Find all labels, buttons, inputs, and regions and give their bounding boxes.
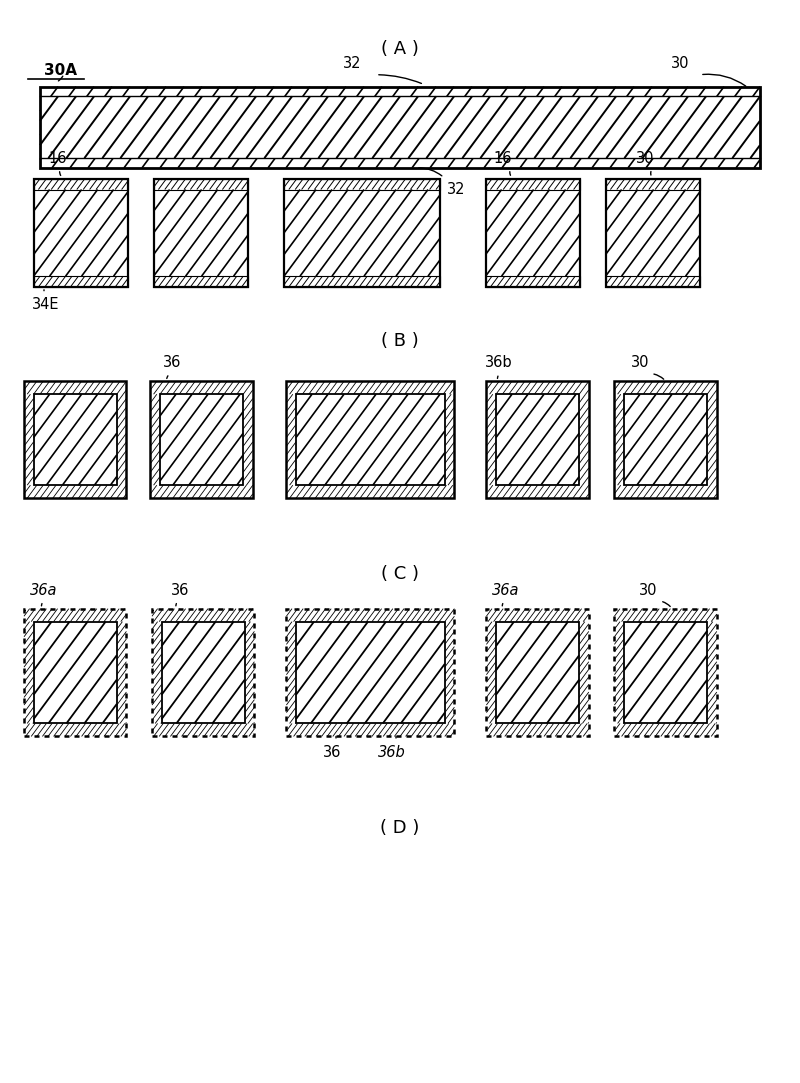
Bar bbox=[154, 179, 248, 287]
Bar bbox=[154, 276, 248, 287]
Text: 16: 16 bbox=[493, 151, 512, 166]
Bar bbox=[296, 622, 445, 723]
Bar bbox=[606, 179, 700, 190]
Bar bbox=[34, 394, 117, 485]
Bar bbox=[284, 179, 440, 287]
Bar bbox=[624, 394, 707, 485]
Bar bbox=[624, 622, 707, 723]
Bar bbox=[154, 179, 248, 190]
Text: 30: 30 bbox=[636, 151, 654, 166]
Bar bbox=[34, 179, 128, 287]
Text: 34E: 34E bbox=[32, 297, 59, 312]
Bar bbox=[296, 394, 445, 485]
Bar bbox=[496, 394, 579, 485]
Text: 36: 36 bbox=[323, 745, 341, 760]
Bar bbox=[34, 179, 128, 190]
Bar bbox=[486, 609, 589, 736]
Text: 36: 36 bbox=[163, 355, 181, 370]
Bar bbox=[40, 87, 760, 168]
Bar bbox=[40, 87, 760, 168]
Bar bbox=[614, 381, 717, 498]
Bar bbox=[286, 381, 454, 498]
Bar bbox=[486, 276, 580, 287]
Text: 36a: 36a bbox=[30, 583, 58, 598]
Text: 30: 30 bbox=[638, 583, 658, 598]
Bar bbox=[496, 622, 579, 723]
Bar bbox=[614, 609, 717, 736]
Bar bbox=[150, 381, 253, 498]
Bar bbox=[614, 381, 717, 498]
Bar bbox=[150, 381, 253, 498]
Bar bbox=[286, 609, 454, 736]
Bar bbox=[284, 179, 440, 287]
Text: ( B ): ( B ) bbox=[381, 332, 419, 350]
Text: ( A ): ( A ) bbox=[381, 40, 419, 57]
Bar bbox=[486, 381, 589, 498]
Bar bbox=[284, 276, 440, 287]
Bar bbox=[24, 609, 126, 736]
Text: 30: 30 bbox=[630, 355, 650, 370]
Bar bbox=[34, 394, 117, 485]
Text: 36b: 36b bbox=[378, 745, 406, 760]
Bar bbox=[486, 179, 580, 190]
Bar bbox=[496, 622, 579, 723]
Bar bbox=[614, 609, 717, 736]
Bar bbox=[286, 381, 454, 498]
Bar bbox=[624, 394, 707, 485]
Bar bbox=[160, 394, 243, 485]
Bar bbox=[162, 622, 245, 723]
Text: 32: 32 bbox=[446, 182, 466, 197]
Text: ( D ): ( D ) bbox=[380, 820, 420, 837]
Bar bbox=[606, 276, 700, 287]
Text: 30: 30 bbox=[670, 56, 690, 71]
Text: 36a: 36a bbox=[492, 583, 519, 598]
Bar bbox=[296, 394, 445, 485]
Text: 16: 16 bbox=[48, 151, 67, 166]
Bar bbox=[286, 609, 454, 736]
Bar bbox=[152, 609, 254, 736]
Bar bbox=[34, 179, 128, 287]
Bar bbox=[40, 96, 760, 158]
Bar bbox=[496, 394, 579, 485]
Text: 32: 32 bbox=[342, 56, 362, 71]
Bar bbox=[284, 179, 440, 190]
Bar bbox=[486, 179, 580, 287]
Bar bbox=[34, 276, 128, 287]
Bar bbox=[24, 381, 126, 498]
Bar bbox=[606, 179, 700, 287]
Bar bbox=[34, 622, 117, 723]
Bar bbox=[486, 179, 580, 287]
Text: 36b: 36b bbox=[486, 355, 513, 370]
Text: ( C ): ( C ) bbox=[381, 565, 419, 583]
Bar bbox=[606, 179, 700, 287]
Bar bbox=[624, 622, 707, 723]
Bar bbox=[162, 622, 245, 723]
Bar bbox=[34, 622, 117, 723]
Bar bbox=[24, 609, 126, 736]
Bar bbox=[24, 381, 126, 498]
Text: 30A: 30A bbox=[44, 63, 77, 78]
Bar bbox=[486, 609, 589, 736]
Bar bbox=[152, 609, 254, 736]
Bar bbox=[154, 179, 248, 287]
Bar bbox=[486, 381, 589, 498]
Bar bbox=[296, 622, 445, 723]
Text: 36: 36 bbox=[171, 583, 189, 598]
Bar bbox=[160, 394, 243, 485]
